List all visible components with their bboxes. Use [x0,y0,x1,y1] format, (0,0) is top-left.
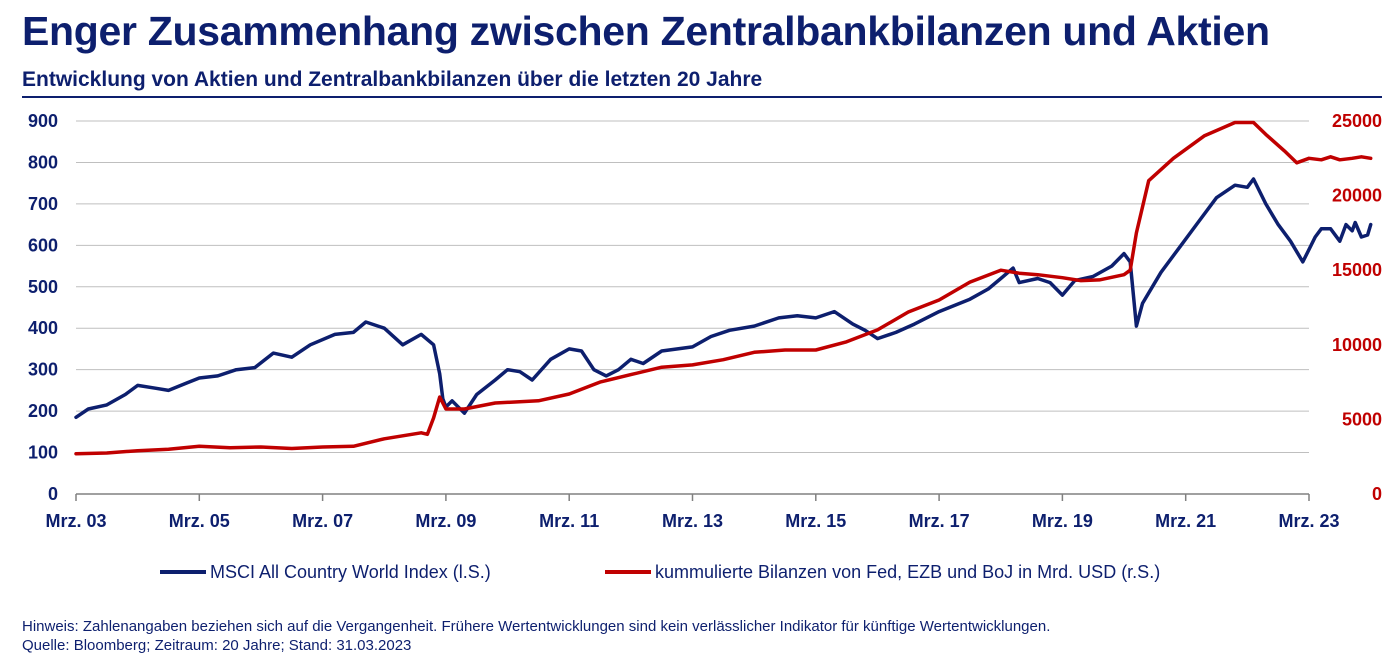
msci-legend-label: MSCI All Country World Index (l.S.) [210,561,491,582]
cb-legend-swatch [605,570,651,574]
chart-title: Enger Zusammenhang zwischen Zentralbankb… [22,8,1270,54]
msci-legend-swatch [160,570,206,574]
left-tick-label: 500 [28,277,58,297]
x-tick-label: Mrz. 15 [785,511,846,531]
legend-item-msci: MSCI All Country World Index (l.S.) [160,560,491,584]
gridlines [76,120,1309,454]
left-tick-label: 800 [28,152,58,172]
left-axis-labels: 0 100 200 300 400 500 600 700 800 900 [28,111,58,504]
x-tick-label: Mrz. 07 [292,511,353,531]
x-tick-label: Mrz. 05 [169,511,230,531]
right-tick-label: 25000 [1332,111,1382,131]
x-tick-label: Mrz. 09 [415,511,476,531]
x-tick-label: Mrz. 19 [1032,511,1093,531]
cb-balance-series-line [74,120,1373,456]
source-note: Quelle: Bloomberg; Zeitraum: 20 Jahre; S… [22,637,412,654]
right-tick-label: 20000 [1332,186,1382,206]
x-tick-label: Mrz. 13 [662,511,723,531]
x-tick-label: Mrz. 21 [1155,511,1216,531]
left-tick-label: 600 [28,235,58,255]
line-chart: 0 100 200 300 400 500 600 700 800 900 0 5000 10000 1… [28,111,1382,531]
left-tick-label: 900 [28,111,58,131]
chart-subtitle: Entwicklung von Aktien und Zentralbankbi… [22,68,763,91]
series-lines [74,120,1373,456]
right-tick-label: 5000 [1342,409,1382,429]
x-tick-label: Mrz. 17 [909,511,970,531]
left-tick-label: 0 [48,484,58,504]
legend-item-cb: kummulierte Bilanzen von Fed, EZB und Bo… [605,560,1160,584]
right-tick-label: 15000 [1332,260,1382,280]
left-tick-label: 400 [28,318,58,338]
cb-legend-label: kummulierte Bilanzen von Fed, EZB und Bo… [655,561,1161,582]
left-tick-label: 200 [28,401,58,421]
right-axis-labels: 0 5000 10000 15000 20000 25000 [1332,111,1382,504]
right-tick-label: 10000 [1332,335,1382,355]
x-tick-label: Mrz. 11 [539,511,599,531]
left-tick-label: 300 [28,360,58,380]
x-tick-label: Mrz. 23 [1278,511,1339,531]
x-tick-label: Mrz. 03 [45,511,106,531]
left-tick-label: 700 [28,194,58,214]
msci-series-line [74,177,1373,420]
disclaimer-note: Hinweis: Zahlenangaben beziehen sich auf… [22,618,1051,635]
title-divider [22,96,1382,98]
x-axis: Mrz. 03 Mrz. 05 Mrz. 07 Mrz. 09 Mrz. 11 Mrz. … [45,493,1340,531]
right-tick-label: 0 [1372,484,1382,504]
left-tick-label: 100 [28,443,58,463]
